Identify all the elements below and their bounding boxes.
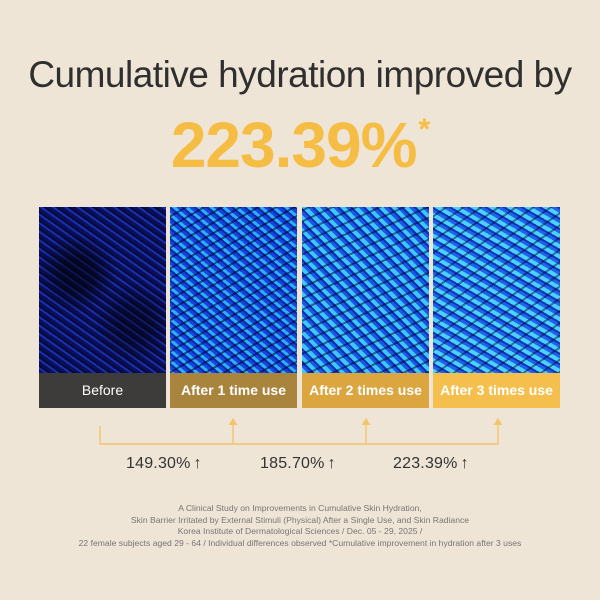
footnote-line-1: A Clinical Study on Improvements in Cumu…: [178, 503, 422, 513]
up-arrow-icon: ↑: [193, 455, 202, 472]
improvement-2-value: 185.70%: [260, 455, 325, 472]
improvement-1: 149.30% ↑: [126, 455, 202, 473]
comparison-connectors: [99, 418, 503, 445]
arrowhead-1-icon: [228, 418, 238, 425]
caption-after-3: After 3 times use: [433, 373, 560, 408]
connector-3: [366, 424, 499, 445]
big-value-number: 223.39%: [170, 109, 418, 181]
footnote-line-2: Skin Barrier Irritated by External Stimu…: [130, 514, 470, 525]
arrowhead-2-icon: [361, 418, 371, 425]
up-arrow-icon: ↑: [460, 455, 469, 472]
panel-before: Before: [39, 207, 166, 408]
caption-before: Before: [39, 373, 166, 408]
panel-after-1: After 1 time use: [170, 207, 297, 408]
skin-image-before: [39, 207, 166, 373]
connector-2: [233, 424, 367, 445]
up-arrow-icon: ↑: [327, 455, 336, 472]
caption-after-1: After 1 time use: [170, 373, 297, 408]
big-value: 223.39%*: [0, 108, 600, 182]
caption-after-2: After 2 times use: [302, 373, 429, 408]
footnote-line-4: 22 female subjects aged 29 - 64 / Indivi…: [78, 537, 522, 548]
panel-after-2: After 2 times use: [302, 207, 429, 408]
skin-image-after-3: [433, 207, 560, 373]
panel-after-3: After 3 times use: [433, 207, 560, 408]
footnote-line-3: Korea Institute of Dermatological Scienc…: [177, 526, 423, 537]
study-footnote: A Clinical Study on Improvements in Cumu…: [0, 503, 600, 549]
improvement-3-value: 223.39%: [393, 455, 458, 472]
skin-image-after-2: [302, 207, 429, 373]
asterisk-mark: *: [418, 113, 430, 146]
skin-image-after-1: [170, 207, 297, 373]
headline: Cumulative hydration improved by: [28, 54, 572, 95]
improvement-2: 185.70% ↑: [260, 455, 336, 473]
improvement-1-value: 149.30%: [126, 455, 191, 472]
arrowhead-3-icon: [493, 418, 503, 425]
improvement-3: 223.39% ↑: [393, 455, 469, 473]
connector-1: [99, 424, 234, 445]
